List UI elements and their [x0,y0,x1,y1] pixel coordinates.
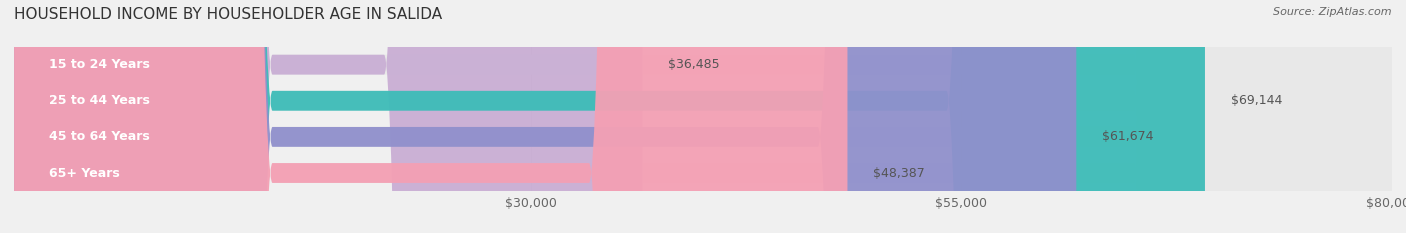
Text: 65+ Years: 65+ Years [48,167,120,179]
FancyBboxPatch shape [14,0,1205,233]
Text: 15 to 24 Years: 15 to 24 Years [48,58,149,71]
FancyBboxPatch shape [14,0,1077,233]
Text: 45 to 64 Years: 45 to 64 Years [48,130,149,143]
FancyBboxPatch shape [14,0,643,233]
FancyBboxPatch shape [14,0,1392,233]
Text: $69,144: $69,144 [1230,94,1282,107]
Text: $48,387: $48,387 [873,167,925,179]
FancyBboxPatch shape [14,0,1392,233]
Text: HOUSEHOLD INCOME BY HOUSEHOLDER AGE IN SALIDA: HOUSEHOLD INCOME BY HOUSEHOLDER AGE IN S… [14,7,441,22]
FancyBboxPatch shape [14,0,1392,233]
FancyBboxPatch shape [14,0,1392,233]
Text: 25 to 44 Years: 25 to 44 Years [48,94,149,107]
FancyBboxPatch shape [14,0,848,233]
Text: Source: ZipAtlas.com: Source: ZipAtlas.com [1274,7,1392,17]
Text: $61,674: $61,674 [1102,130,1154,143]
Text: $36,485: $36,485 [668,58,720,71]
